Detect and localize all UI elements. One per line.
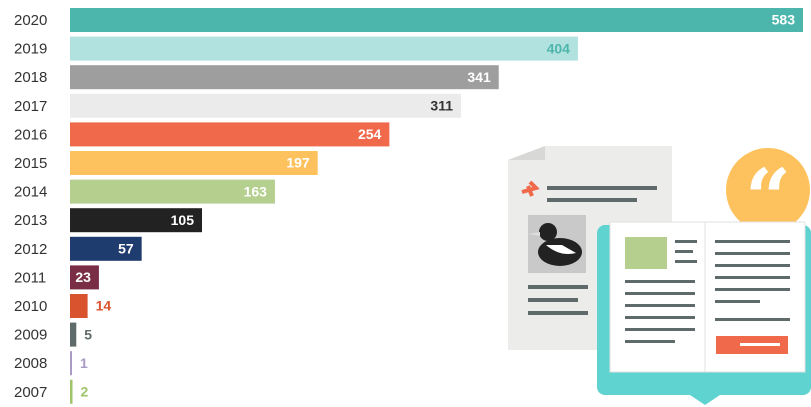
value-label: 254 xyxy=(358,126,382,142)
value-label: 105 xyxy=(171,212,195,228)
bar xyxy=(70,322,77,347)
bar xyxy=(70,379,73,404)
bar xyxy=(70,179,275,204)
value-label: 197 xyxy=(286,155,310,171)
y-tick-label: 2016 xyxy=(14,126,47,143)
bar xyxy=(70,93,462,118)
bar xyxy=(70,265,99,290)
bar xyxy=(70,8,803,32)
bar xyxy=(70,36,578,61)
value-label: 14 xyxy=(96,298,112,314)
y-tick-label: 2015 xyxy=(14,155,47,172)
y-tick-label: 2011 xyxy=(14,269,46,286)
y-tick-label: 2009 xyxy=(14,327,47,344)
y-tick-label: 2018 xyxy=(14,69,47,86)
bar xyxy=(70,122,390,147)
value-label: 311 xyxy=(430,98,453,114)
y-tick-label: 2007 xyxy=(14,384,47,401)
bar xyxy=(70,236,142,261)
value-label: 341 xyxy=(467,69,491,85)
value-label: 57 xyxy=(118,241,134,257)
y-tick-label: 2008 xyxy=(14,355,47,372)
value-label: 23 xyxy=(75,269,91,285)
bar xyxy=(70,294,88,318)
bar xyxy=(70,151,318,175)
y-tick-label: 2013 xyxy=(14,212,47,229)
value-label: 2 xyxy=(81,384,89,400)
value-label: 163 xyxy=(244,183,268,199)
y-tick-label: 2019 xyxy=(14,41,47,58)
y-tick-label: 2012 xyxy=(14,241,47,258)
value-label: 404 xyxy=(547,40,571,56)
y-tick-label: 2020 xyxy=(14,12,47,29)
value-label: 5 xyxy=(84,326,92,342)
y-tick-label: 2010 xyxy=(14,298,47,315)
bar xyxy=(70,65,499,90)
y-tick-label: 2017 xyxy=(14,98,47,115)
bar xyxy=(70,208,203,233)
value-label: 1 xyxy=(80,355,88,371)
y-tick-label: 2014 xyxy=(14,184,47,201)
illustration: “ xyxy=(508,146,811,405)
bar xyxy=(70,351,72,376)
value-label: 583 xyxy=(772,12,796,28)
